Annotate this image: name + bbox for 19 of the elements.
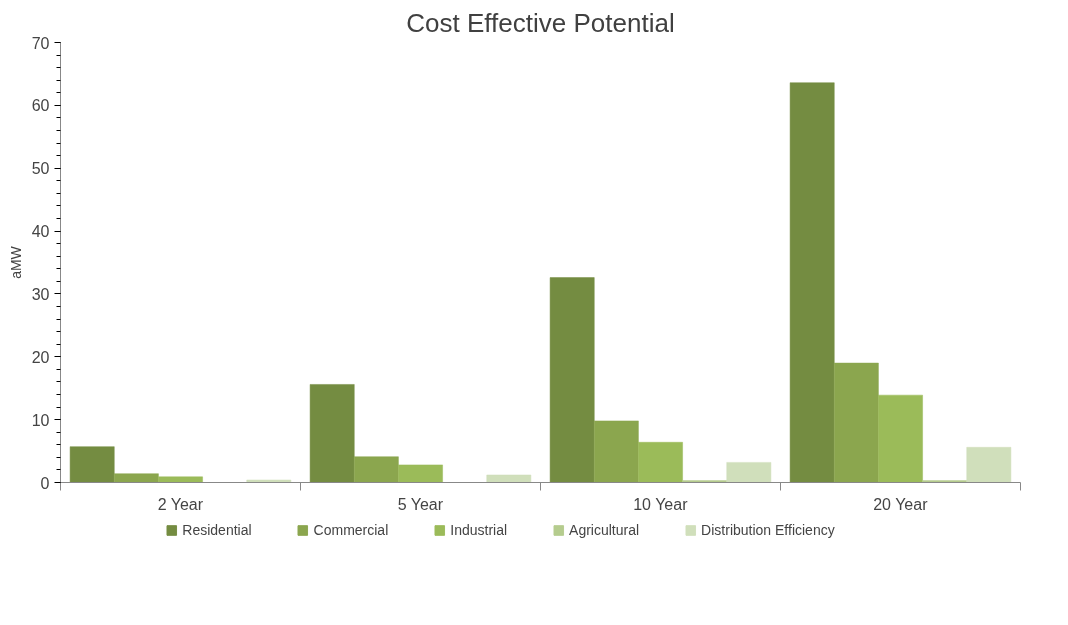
legend-label: Residential bbox=[182, 522, 252, 538]
legend-label: Commercial bbox=[313, 522, 389, 538]
y-tick-label: 70 bbox=[31, 34, 50, 52]
y-tick-label: 20 bbox=[31, 348, 50, 366]
x-tick-label: 5 Year bbox=[397, 495, 444, 513]
y-tick-label: 0 bbox=[40, 474, 50, 492]
x-tick-label: 10 Year bbox=[633, 495, 689, 513]
y-tick-label: 30 bbox=[31, 285, 50, 303]
legend-label: Agricultural bbox=[569, 522, 640, 538]
y-tick-label: 40 bbox=[31, 223, 50, 241]
y-tick-label: 10 bbox=[31, 411, 50, 429]
x-tick-label: 20 Year bbox=[873, 495, 929, 513]
y-axis-title: aMW bbox=[7, 245, 24, 279]
legend-label: Distribution Efficiency bbox=[701, 522, 835, 538]
x-tick-label: 2 Year bbox=[157, 495, 204, 513]
y-tick-label: 60 bbox=[31, 97, 50, 115]
y-tick-label: 50 bbox=[31, 160, 50, 178]
chart-title: Cost Effective Potential bbox=[406, 7, 675, 38]
legend-label: Industrial bbox=[450, 522, 508, 538]
